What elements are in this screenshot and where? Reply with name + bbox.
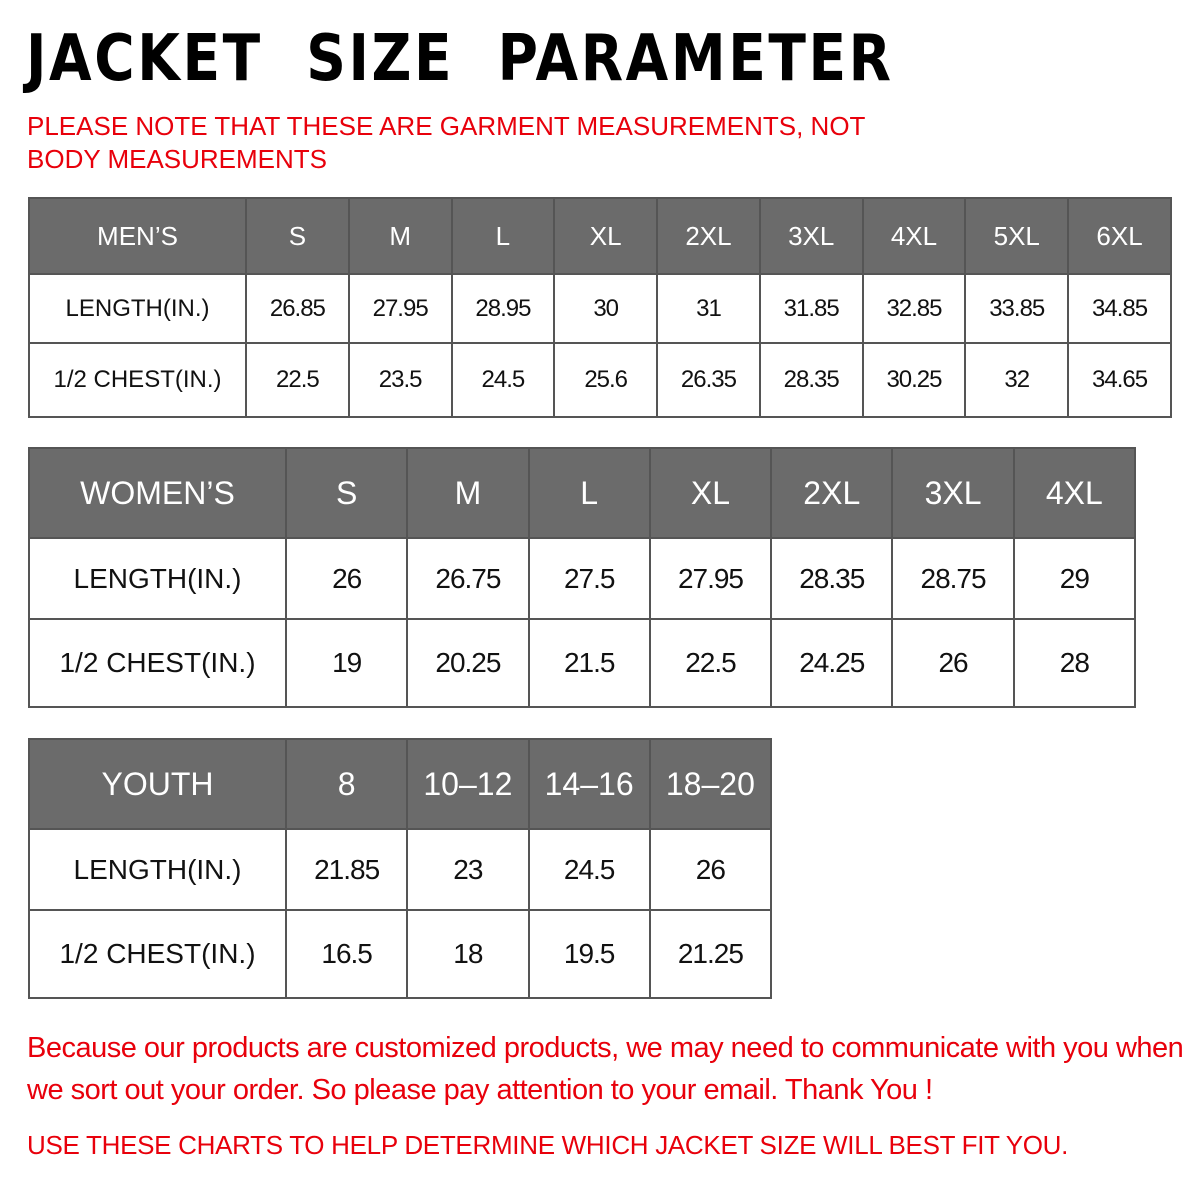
measurement-cell: 27.95 [347, 273, 453, 344]
measurement-cell: 27.95 [648, 537, 773, 620]
measurement-cell: 24.5 [450, 342, 556, 418]
table-row: 1/2 CHEST(IN.) 22.5 23.5 24.5 25.6 26.35 28.35… [28, 342, 1172, 418]
table-row: LENGTH(IN.) 26 26.75 27.5 27.95 28.35 28.75 29 [28, 537, 1137, 620]
size-header: 3XL [758, 197, 864, 275]
measurement-cell: 22.5 [648, 618, 773, 708]
measurement-cell: 28.35 [758, 342, 864, 418]
measurement-cell: 25.6 [553, 342, 659, 418]
measurement-cell: 24.25 [770, 618, 894, 708]
measurement-cell: 26.85 [245, 273, 350, 344]
row-label: 1/2 CHEST(IN.) [28, 618, 287, 708]
row-label: LENGTH(IN.) [28, 537, 287, 620]
measurement-cell: 26 [648, 828, 773, 911]
page-title: JACKET SIZE PARAMETER [26, 22, 894, 96]
womens-size-table: WOMEN’S S M L XL 2XL 3XL 4XL LENGTH(IN.) 26 26.75 2… [28, 447, 1137, 708]
measurement-cell: 30 [553, 273, 659, 344]
header-row: YOUTH 8 10–12 14–16 18–20 [28, 738, 773, 830]
row-label: LENGTH(IN.) [28, 828, 287, 911]
measurement-cell: 31.85 [758, 273, 864, 344]
measurement-cell: 26.75 [406, 537, 530, 620]
size-header: 18–20 [648, 738, 773, 830]
measurement-cell: 34.65 [1067, 342, 1172, 418]
category-header: WOMEN’S [28, 447, 287, 539]
measurement-cell: 21.25 [648, 909, 773, 999]
measurement-cell: 26.35 [656, 342, 761, 418]
measurement-cell: 28.35 [770, 537, 894, 620]
mens-size-table: MEN’S S M L XL 2XL 3XL 4XL 5XL 6XL LENGTH(IN.) 26.8… [28, 197, 1172, 418]
table-row: 1/2 CHEST(IN.) 16.5 18 19.5 21.25 [28, 909, 773, 999]
measurement-note: PLEASE NOTE THAT THESE ARE GARMENT MEASU… [27, 111, 865, 174]
size-header: M [347, 197, 453, 275]
measurement-cell: 24.5 [527, 828, 651, 911]
category-header: YOUTH [28, 738, 287, 830]
size-header: 6XL [1067, 197, 1172, 275]
size-header: 5XL [964, 197, 1070, 275]
size-header: 10–12 [406, 738, 530, 830]
table-row: LENGTH(IN.) 26.85 27.95 28.95 30 31 31.85 32.85… [28, 273, 1172, 344]
measurement-cell: 32 [964, 342, 1070, 418]
size-header: 2XL [770, 447, 894, 539]
size-header: M [406, 447, 530, 539]
youth-size-table: YOUTH 8 10–12 14–16 18–20 LENGTH(IN.) 21.85 23 2… [28, 738, 773, 999]
table-row: 1/2 CHEST(IN.) 19 20.25 21.5 22.5 24.25 26 28 [28, 618, 1137, 708]
measurement-cell: 26 [891, 618, 1015, 708]
size-header: 4XL [861, 197, 967, 275]
size-header: 4XL [1012, 447, 1137, 539]
table-row: LENGTH(IN.) 21.85 23 24.5 26 [28, 828, 773, 911]
measurement-cell: 16.5 [284, 909, 409, 999]
size-header: XL [648, 447, 773, 539]
measurement-cell: 34.85 [1067, 273, 1172, 344]
size-header: S [284, 447, 409, 539]
measurement-cell: 28 [1012, 618, 1137, 708]
size-header: 8 [284, 738, 409, 830]
size-header: 2XL [656, 197, 761, 275]
size-header: 3XL [891, 447, 1015, 539]
measurement-cell: 21.5 [527, 618, 651, 708]
size-header: L [527, 447, 651, 539]
measurement-cell: 23 [406, 828, 530, 911]
measurement-cell: 33.85 [964, 273, 1070, 344]
fit-guidance: USE THESE CHARTS TO HELP DETERMINE WHICH… [27, 1130, 1069, 1160]
header-row: WOMEN’S S M L XL 2XL 3XL 4XL [28, 447, 1137, 539]
measurement-cell: 28.75 [891, 537, 1015, 620]
measurement-cell: 27.5 [527, 537, 651, 620]
measurement-cell: 21.85 [284, 828, 409, 911]
measurement-cell: 20.25 [406, 618, 530, 708]
size-header: XL [553, 197, 659, 275]
header-row: MEN’S S M L XL 2XL 3XL 4XL 5XL 6XL [28, 197, 1172, 275]
row-label: 1/2 CHEST(IN.) [28, 909, 287, 999]
size-header: 14–16 [527, 738, 651, 830]
measurement-cell: 29 [1012, 537, 1137, 620]
measurement-cell: 19.5 [527, 909, 651, 999]
measurement-cell: 22.5 [245, 342, 350, 418]
measurement-cell: 31 [656, 273, 761, 344]
size-header: L [450, 197, 556, 275]
measurement-cell: 32.85 [861, 273, 967, 344]
row-label: 1/2 CHEST(IN.) [28, 342, 247, 418]
measurement-cell: 23.5 [347, 342, 453, 418]
measurement-cell: 19 [284, 618, 409, 708]
customization-notice: Because our products are customized prod… [27, 1032, 1184, 1106]
measurement-cell: 26 [284, 537, 409, 620]
size-header: S [245, 197, 350, 275]
category-header: MEN’S [28, 197, 247, 275]
measurement-cell: 28.95 [450, 273, 556, 344]
measurement-cell: 30.25 [861, 342, 967, 418]
measurement-cell: 18 [406, 909, 530, 999]
row-label: LENGTH(IN.) [28, 273, 247, 344]
